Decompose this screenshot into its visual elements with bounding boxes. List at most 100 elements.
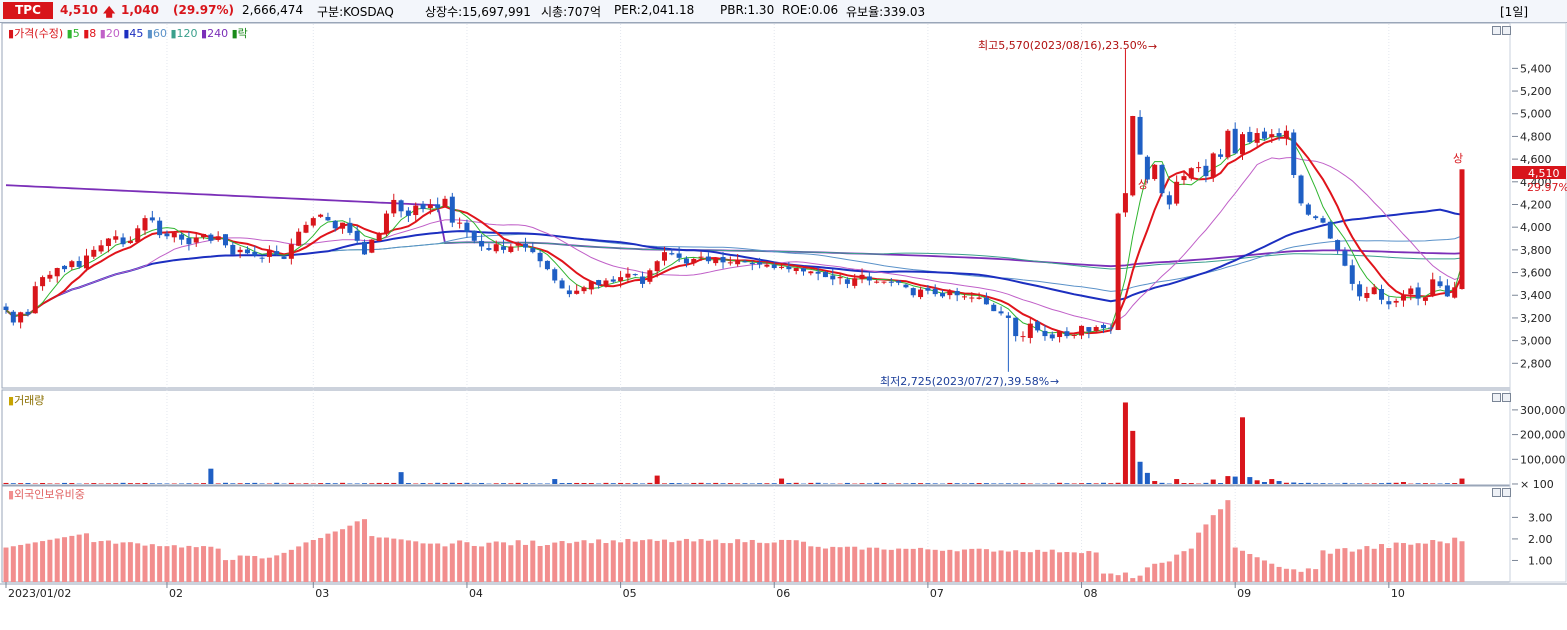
foreign-bar [208, 546, 214, 582]
candle-body [559, 280, 565, 289]
foreign-bar [771, 542, 777, 582]
foreign-bar [940, 550, 946, 582]
legend: ▮가격(수정) ▮5 ▮8 ▮20 ▮45 ▮60 ▮120 ▮240 ▮락 [8, 27, 248, 40]
volume-bar [383, 482, 389, 484]
date-tick-label: 07 [930, 587, 944, 600]
candle-body [683, 258, 689, 264]
candle-body [1335, 240, 1341, 250]
candle-body [420, 203, 426, 210]
foreign-bar [1452, 537, 1458, 582]
candle-body [1313, 216, 1319, 219]
volume-bar [574, 482, 580, 484]
foreign-bar [1379, 544, 1385, 582]
foreign-bar [76, 534, 82, 582]
foreign-bar [457, 540, 463, 582]
price-panel-close-button[interactable] [1502, 26, 1511, 35]
candle-body [1283, 130, 1289, 139]
candle-body [1064, 331, 1070, 337]
volume-bar [647, 482, 653, 484]
volume-bar [135, 483, 141, 484]
volume-bar [998, 483, 1004, 484]
foreign-bar [3, 547, 9, 582]
candle-body [881, 281, 887, 283]
foreign-bar [83, 533, 89, 582]
volume-bar [1379, 483, 1385, 484]
candle-body [325, 216, 331, 221]
foreign-bar [201, 546, 207, 582]
volume-bar [347, 483, 353, 484]
foreign-panel-close-button[interactable] [1502, 488, 1511, 497]
candle-body [1349, 265, 1355, 284]
date-tick-label: 05 [623, 587, 637, 600]
foreign-bar [618, 542, 624, 582]
candle-body [1371, 287, 1377, 295]
candle-body [1079, 325, 1085, 336]
candle-body [252, 251, 258, 256]
volume-bar [47, 483, 53, 484]
foreign-panel-minimize-button[interactable] [1492, 488, 1501, 497]
foreign-bar [405, 540, 411, 582]
legend-ma120: 120 [177, 27, 198, 40]
volume-bar [179, 483, 185, 484]
candle-body [186, 238, 192, 245]
candle-body [215, 236, 221, 240]
price-panel-minimize-button[interactable] [1492, 26, 1501, 35]
candle-body [822, 271, 828, 278]
candle-body [449, 196, 455, 223]
candle-body [1086, 327, 1092, 332]
candle-body [837, 277, 843, 279]
candle-body [237, 249, 243, 253]
candle-body [222, 234, 228, 246]
candle-body [1444, 285, 1450, 297]
pbr-value: PBR:1.30 [720, 3, 775, 17]
candle-body [1174, 181, 1180, 204]
volume-bar [91, 483, 97, 484]
volume-bar [757, 483, 763, 484]
foreign-bar [947, 549, 953, 582]
volume-bar [376, 482, 382, 484]
foreign-bar [910, 548, 916, 582]
legend-ma8: 8 [89, 27, 96, 40]
volume-bar [1181, 483, 1187, 484]
limit-up-label-2: 상 [1453, 152, 1463, 165]
candle-body [932, 288, 938, 295]
candle-body [413, 205, 419, 216]
ticker-badge[interactable]: TPC [3, 2, 53, 19]
volume-bar [508, 483, 514, 484]
volume-bar [10, 483, 16, 484]
foreign-bar [844, 546, 850, 582]
date-tick-label: 10 [1391, 587, 1405, 600]
foreign-bar [881, 549, 887, 582]
candle-body [201, 233, 207, 238]
volume-bar [1393, 482, 1399, 484]
foreign-bar [10, 546, 16, 582]
volume-bar [1386, 482, 1392, 484]
period-selector[interactable]: [1일] [1500, 5, 1529, 19]
foreign-bar [1035, 549, 1041, 582]
foreign-bar [698, 539, 704, 582]
foreign-bar [325, 533, 331, 582]
candle-body [310, 218, 316, 226]
price-change: 1,040 [121, 3, 159, 17]
ma45-line [5, 208, 1463, 318]
volume-bar [1291, 482, 1297, 484]
foreign-bar [1437, 541, 1443, 582]
foreign-bar [244, 555, 250, 582]
candle-body [369, 239, 375, 253]
volume-panel-close-button[interactable] [1502, 393, 1511, 402]
volume-panel [1, 389, 1511, 486]
foreign-bar [1261, 560, 1267, 582]
candle-body [281, 256, 287, 259]
volume-bar [552, 479, 558, 484]
candle-body [625, 273, 631, 278]
foreign-bar [1079, 553, 1085, 582]
candle-body [435, 204, 441, 208]
volume-bar [1049, 483, 1055, 484]
quote-header: TPC 4,510 🡅 1,040 (29.97%) 2,666,474 구분:… [0, 0, 1567, 23]
foreign-bar [1305, 568, 1311, 582]
volume-panel-minimize-button[interactable] [1492, 393, 1501, 402]
volume-bar [288, 482, 294, 484]
candle-body [244, 249, 250, 254]
legend-ma240: 240 [207, 27, 228, 40]
